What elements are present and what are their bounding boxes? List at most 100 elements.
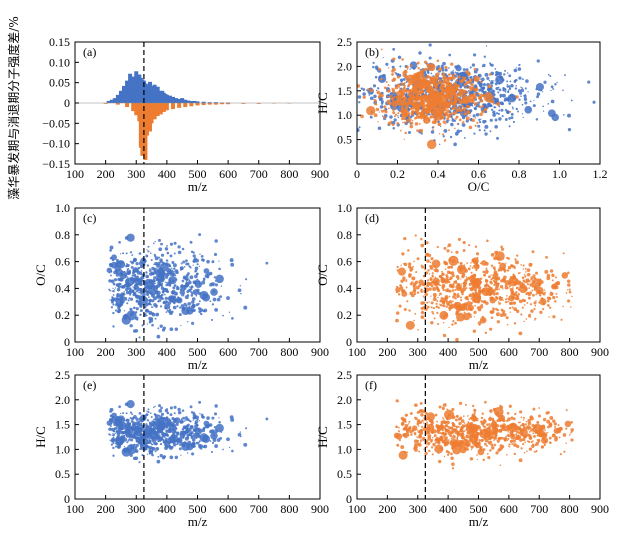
y-tick-label: 0.4 xyxy=(55,281,70,295)
point-blue-349 xyxy=(449,135,453,139)
point-orange-351 xyxy=(412,289,416,294)
point-orange-880 xyxy=(470,282,473,285)
point-blue-221 xyxy=(138,291,140,294)
point-orange-839 xyxy=(455,88,459,92)
point-orange-505 xyxy=(513,443,517,447)
point-orange-343 xyxy=(413,292,417,296)
point-blue-536 xyxy=(158,299,160,301)
point-blue-881 xyxy=(521,78,524,81)
point-orange-869 xyxy=(392,77,397,82)
point-orange-434 xyxy=(473,67,477,71)
point-blue-358 xyxy=(448,53,452,57)
point-orange-782 xyxy=(396,265,399,269)
point-blue-570 xyxy=(138,412,142,415)
point-blue-483 xyxy=(492,113,496,117)
point-blue-734 xyxy=(197,280,201,283)
point-orange-852 xyxy=(429,76,433,80)
point-orange-836 xyxy=(479,290,482,294)
point-blue-893 xyxy=(131,417,134,421)
point-blue-429 xyxy=(199,413,201,415)
point-blue-769 xyxy=(131,424,134,428)
point-blue-669 xyxy=(109,289,112,292)
point-blue-635 xyxy=(500,108,504,112)
point-orange-117 xyxy=(565,292,568,294)
x-tick-label: 100 xyxy=(348,345,366,359)
point-blue-851 xyxy=(159,416,169,426)
point-blue-330 xyxy=(229,415,234,420)
point-orange-590 xyxy=(475,269,478,272)
point-blue-397 xyxy=(153,406,155,409)
point-orange-434 xyxy=(458,401,463,405)
point-blue-626 xyxy=(187,423,190,427)
point-blue-380 xyxy=(129,260,132,263)
point-blue-146 xyxy=(265,417,269,421)
point-blue-732 xyxy=(399,65,402,68)
point-blue-241 xyxy=(166,251,170,255)
x-tick-label: 300 xyxy=(127,345,145,359)
point-blue-725 xyxy=(184,276,189,281)
point-orange-74 xyxy=(522,268,525,270)
point-orange-876 xyxy=(439,85,443,90)
point-blue-28 xyxy=(369,96,374,101)
point-orange-773 xyxy=(455,310,459,315)
point-blue-769 xyxy=(129,297,134,301)
point-blue-647 xyxy=(181,420,184,423)
point-blue-742 xyxy=(127,279,130,282)
point-orange-506 xyxy=(545,255,548,259)
point-blue-862 xyxy=(148,310,153,315)
point-blue-800 xyxy=(132,281,135,285)
point-orange-672 xyxy=(473,420,475,423)
point-blue-93 xyxy=(191,452,195,456)
point-orange-462 xyxy=(422,427,427,432)
point-blue-838 xyxy=(134,436,138,439)
point-blue-546 xyxy=(467,89,470,92)
point-blue-376 xyxy=(199,444,204,449)
point-blue-765 xyxy=(110,425,112,428)
bar-orange-29 xyxy=(241,103,246,104)
point-orange-46 xyxy=(502,299,504,302)
point-orange-766 xyxy=(523,281,526,283)
point-blue-597 xyxy=(483,55,486,58)
point-blue-825 xyxy=(215,274,224,284)
point-orange-416 xyxy=(462,240,466,245)
point-blue-874 xyxy=(124,430,129,434)
point-blue-806 xyxy=(147,411,150,414)
point-orange-874 xyxy=(488,275,491,279)
point-orange-757 xyxy=(490,100,495,104)
point-orange-755 xyxy=(411,80,416,85)
point-blue-125 xyxy=(164,429,166,431)
point-blue-824 xyxy=(138,261,143,266)
point-orange-892 xyxy=(401,109,410,118)
point-orange-352 xyxy=(459,261,463,266)
point-orange-185 xyxy=(536,420,540,425)
point-blue-836 xyxy=(231,449,234,453)
point-orange-532 xyxy=(439,310,449,320)
point-orange-785 xyxy=(508,294,515,302)
point-blue-559 xyxy=(505,97,509,101)
point-orange-802 xyxy=(529,291,533,295)
point-orange-625 xyxy=(507,266,512,270)
point-orange-634 xyxy=(440,432,444,435)
point-orange-817 xyxy=(412,102,417,107)
point-orange-156 xyxy=(526,301,529,304)
point-blue-812 xyxy=(392,47,396,51)
point-blue-178 xyxy=(153,278,155,281)
x-tick-label: 500 xyxy=(470,345,488,359)
point-orange-554 xyxy=(495,312,500,317)
point-blue-449 xyxy=(160,242,163,246)
bar-orange-22 xyxy=(189,103,194,107)
point-orange-792 xyxy=(555,292,558,295)
point-orange-378 xyxy=(450,265,454,269)
point-orange-490 xyxy=(543,443,546,447)
point-blue-66 xyxy=(164,293,166,296)
point-blue-469 xyxy=(148,296,150,299)
point-blue-662 xyxy=(461,116,466,120)
point-orange-669 xyxy=(500,436,504,440)
point-blue-432 xyxy=(542,105,545,108)
point-orange-381 xyxy=(498,288,501,291)
point-orange-873 xyxy=(496,282,500,286)
point-orange-769 xyxy=(390,120,393,123)
point-blue-500 xyxy=(495,112,499,115)
point-orange-830 xyxy=(525,278,530,282)
point-blue-617 xyxy=(407,107,410,110)
